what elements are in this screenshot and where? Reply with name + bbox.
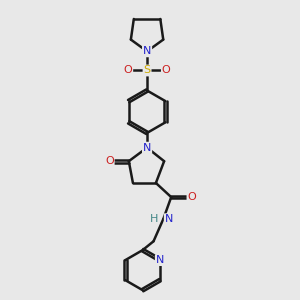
Text: N: N (143, 46, 151, 56)
Text: N: N (143, 142, 151, 153)
Text: H: H (150, 214, 158, 224)
Text: O: O (188, 192, 196, 202)
Text: O: O (162, 65, 171, 76)
Text: O: O (105, 156, 114, 166)
Text: N: N (156, 255, 164, 265)
Text: O: O (124, 65, 132, 76)
Text: S: S (143, 65, 151, 76)
Text: N: N (165, 214, 173, 224)
